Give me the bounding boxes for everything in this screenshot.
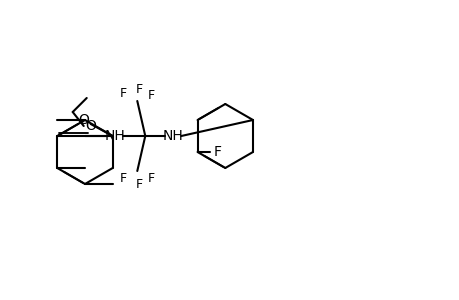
Text: F: F [119,86,127,100]
Text: F: F [213,145,221,159]
Text: F: F [147,172,155,184]
Text: O: O [78,113,89,127]
Text: NH: NH [105,129,125,143]
Text: F: F [119,172,127,185]
Text: F: F [147,88,155,101]
Text: NH: NH [162,129,183,143]
Text: F: F [135,82,143,95]
Text: F: F [135,178,143,190]
Text: O: O [84,119,95,133]
